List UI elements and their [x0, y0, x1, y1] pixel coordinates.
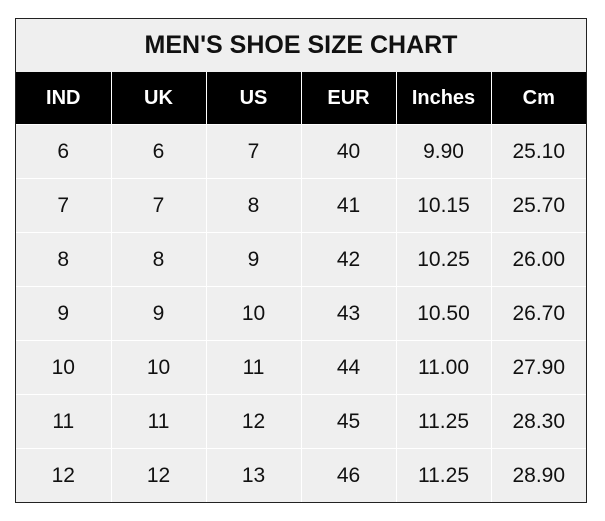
table-cell: 11 [16, 394, 111, 449]
size-chart: MEN'S SHOE SIZE CHART IND UK US EUR Inches Cm… [15, 18, 587, 503]
table-cell: 10.25 [395, 232, 491, 287]
table-cell: 26.00 [490, 232, 586, 287]
table-cell: 7 [110, 178, 206, 233]
column-header-uk: UK [110, 72, 206, 125]
table-cell: 11 [205, 340, 301, 395]
table-cell: 45 [300, 394, 396, 449]
column-header-us: US [205, 72, 301, 125]
table-cell: 12 [16, 448, 111, 502]
table-cell: 28.30 [490, 394, 586, 449]
table-cell: 7 [16, 178, 111, 233]
table-cell: 25.10 [490, 124, 586, 179]
table-row: 9 9 10 43 10.50 26.70 [16, 286, 586, 341]
table-cell: 10 [205, 286, 301, 341]
chart-title: MEN'S SHOE SIZE CHART [16, 19, 586, 72]
table-row: 8 8 9 42 10.25 26.00 [16, 232, 586, 287]
table-cell: 10 [110, 340, 206, 395]
size-table: MEN'S SHOE SIZE CHART IND UK US EUR Inches Cm… [16, 19, 586, 502]
table-cell: 40 [300, 124, 396, 179]
table-row: 12 12 13 46 11.25 28.90 [16, 448, 586, 502]
table-cell: 44 [300, 340, 396, 395]
column-header-ind: IND [16, 72, 111, 125]
table-row: 6 6 7 40 9.90 25.10 [16, 124, 586, 179]
table-cell: 8 [205, 178, 301, 233]
table-cell: 11 [110, 394, 206, 449]
table-cell: 25.70 [490, 178, 586, 233]
table-cell: 10.15 [395, 178, 491, 233]
table-body: 6 6 7 40 9.90 25.10 7 7 8 41 10.15 25.70 8 8 9 42 10.25 2… [16, 124, 586, 502]
table-row: 11 11 12 45 11.25 28.30 [16, 394, 586, 449]
table-cell: 28.90 [490, 448, 586, 502]
table-cell: 46 [300, 448, 396, 502]
column-header-cm: Cm [490, 72, 586, 125]
table-cell: 41 [300, 178, 396, 233]
table-row: 10 10 11 44 11.00 27.90 [16, 340, 586, 395]
table-cell: 43 [300, 286, 396, 341]
table-cell: 6 [110, 124, 206, 179]
table-cell: 10.50 [395, 286, 491, 341]
table-cell: 9 [16, 286, 111, 341]
table-cell: 7 [205, 124, 301, 179]
table-cell: 11.25 [395, 448, 491, 502]
table-cell: 27.90 [490, 340, 586, 395]
table-cell: 9 [110, 286, 206, 341]
column-header-eur: EUR [300, 72, 396, 125]
table-cell: 12 [205, 394, 301, 449]
table-cell: 10 [16, 340, 111, 395]
table-row: 7 7 8 41 10.15 25.70 [16, 178, 586, 233]
table-cell: 13 [205, 448, 301, 502]
table-cell: 8 [16, 232, 111, 287]
header-row: IND UK US EUR Inches Cm [16, 72, 586, 125]
table-cell: 11.00 [395, 340, 491, 395]
table-cell: 6 [16, 124, 111, 179]
table-cell: 9.90 [395, 124, 491, 179]
table-cell: 8 [110, 232, 206, 287]
table-cell: 9 [205, 232, 301, 287]
column-header-inches: Inches [395, 72, 491, 125]
table-cell: 12 [110, 448, 206, 502]
table-cell: 26.70 [490, 286, 586, 341]
table-cell: 42 [300, 232, 396, 287]
table-cell: 11.25 [395, 394, 491, 449]
